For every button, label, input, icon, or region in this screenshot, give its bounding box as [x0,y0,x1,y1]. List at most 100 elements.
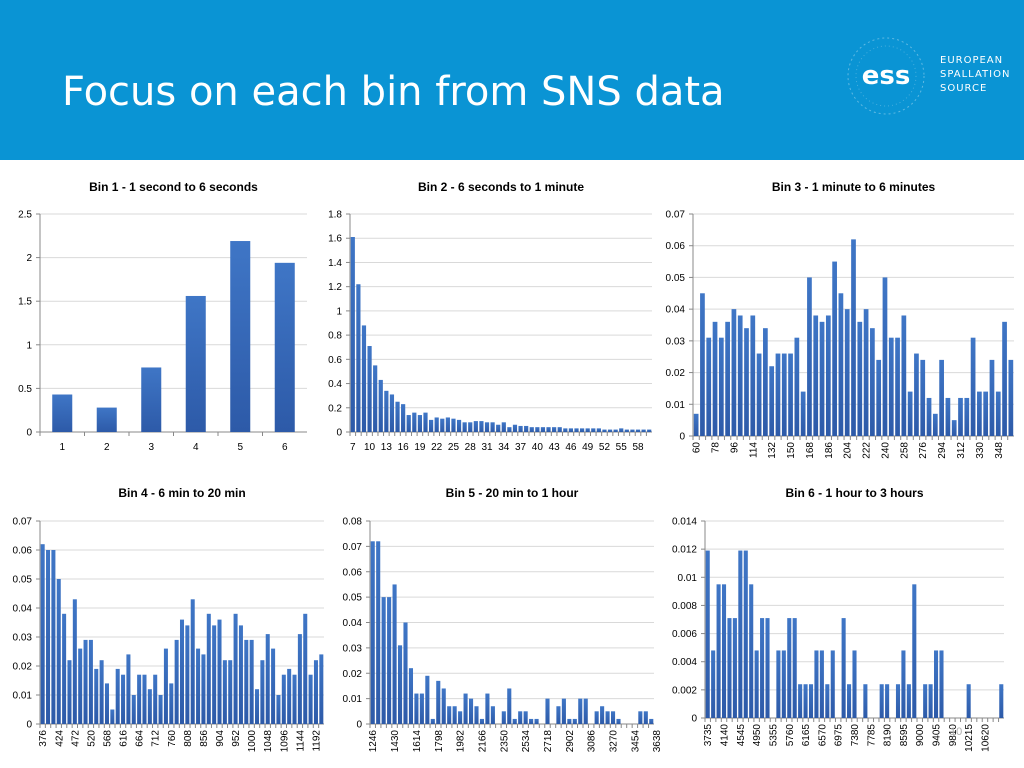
bar [914,353,919,436]
bar [769,366,775,436]
bar [484,422,490,432]
bar [738,550,743,718]
x-tick-label: 132 [767,442,778,459]
y-tick-label: 1 [26,340,32,351]
bar [142,674,147,724]
bar [830,650,835,718]
y-tick-label: 2 [26,253,32,264]
bar [749,584,754,718]
bar [313,660,318,724]
bar [201,654,206,724]
bar [602,429,607,432]
bar [496,424,501,432]
bar [989,359,995,436]
x-tick-label: 424 [54,730,65,747]
bar [844,309,850,436]
x-tick-label: 7380 [850,724,861,747]
y-tick-label: 0.5 [18,384,32,395]
x-tick-label: 240 [880,442,891,459]
x-tick-label: 150 [786,442,797,459]
bar [561,698,566,724]
bar [932,413,938,436]
x-tick-label: 10215 [964,724,975,752]
y-tick-label: 0.06 [343,567,363,578]
bar [808,684,814,718]
y-tick-label: 0.02 [13,662,33,673]
bar [977,391,982,436]
bar [624,429,629,432]
x-tick-label: 9000 [915,724,926,747]
bar [67,660,72,724]
bar [501,711,506,724]
bar [744,328,749,436]
x-tick-label: 46 [565,442,577,453]
bar [638,711,643,724]
bar [72,599,77,724]
y-tick-label: 0.08 [343,517,363,528]
x-tick-label: 3454 [630,730,641,753]
x-tick-label: 520 [86,730,97,747]
bar [62,613,67,724]
bar [158,695,163,724]
y-tick-label: 0.05 [666,273,686,284]
bar [419,693,424,724]
bar [319,654,324,724]
y-tick-label: 1.6 [328,234,342,245]
x-tick-label: 10 [364,442,376,453]
bar [847,684,852,718]
bar [395,401,400,432]
chart-bin-3: Bin 3 - 1 minute to 6 minutes 0 0.01 0.02 0.… [655,172,1024,467]
bar [781,353,787,436]
bar [456,419,462,432]
x-tick-label: 5760 [785,724,796,747]
bar [392,584,397,724]
y-tick-label: 0 [336,428,342,439]
chart-bin-6: Bin 6 - 1 hour to 3 hours 0 0.002 0.004 0.00… [660,478,1012,768]
bar [397,645,403,724]
bar [46,550,51,724]
bar [174,639,179,724]
bar [230,241,251,432]
y-tick-label: 0.8 [328,331,342,342]
bar [775,353,781,436]
bar [474,706,479,724]
bar [600,706,605,724]
bar [308,674,313,724]
y-tick-label: 0.04 [343,618,363,629]
chart-title: Bin 3 - 1 minute to 6 minutes [772,180,936,194]
bar [524,425,529,432]
bar [40,544,45,724]
bar [995,391,1001,436]
logo-wordmark: ess [862,61,911,91]
bar [999,684,1004,718]
bar [579,428,585,432]
x-tick-label: 294 [937,442,948,459]
y-tick-label: 0.06 [13,546,33,557]
bar [137,674,142,724]
bar [436,680,441,724]
y-tick-label: 0.01 [666,400,686,411]
y-tick-label: 0.05 [343,593,363,604]
y-tick-label: 0 [26,720,32,731]
x-tick-label: 1000 [247,730,258,753]
bar [249,639,254,724]
bar [373,365,378,432]
bar [920,359,926,436]
y-tick-label: 0.01 [678,573,698,584]
bar [895,684,901,718]
page-title: Focus on each bin from SNS data [62,69,725,115]
x-tick-label: 330 [975,442,986,459]
bar [462,422,467,432]
bar [276,695,281,724]
bar [428,419,434,432]
bar [381,597,386,724]
x-tick-label: 952 [231,730,242,747]
bar [468,422,473,432]
header-banner: Focus on each bin from SNS data ess EURO… [0,0,1024,160]
y-tick-label: 0 [26,428,32,439]
bar [233,613,238,724]
chart-bin-1: Bin 1 - 1 second to 6 seconds 0 0.5 1 1.5 2 2.… [0,172,315,467]
x-tick-label: 5355 [768,724,779,747]
bar [760,618,765,718]
bar [807,277,812,436]
